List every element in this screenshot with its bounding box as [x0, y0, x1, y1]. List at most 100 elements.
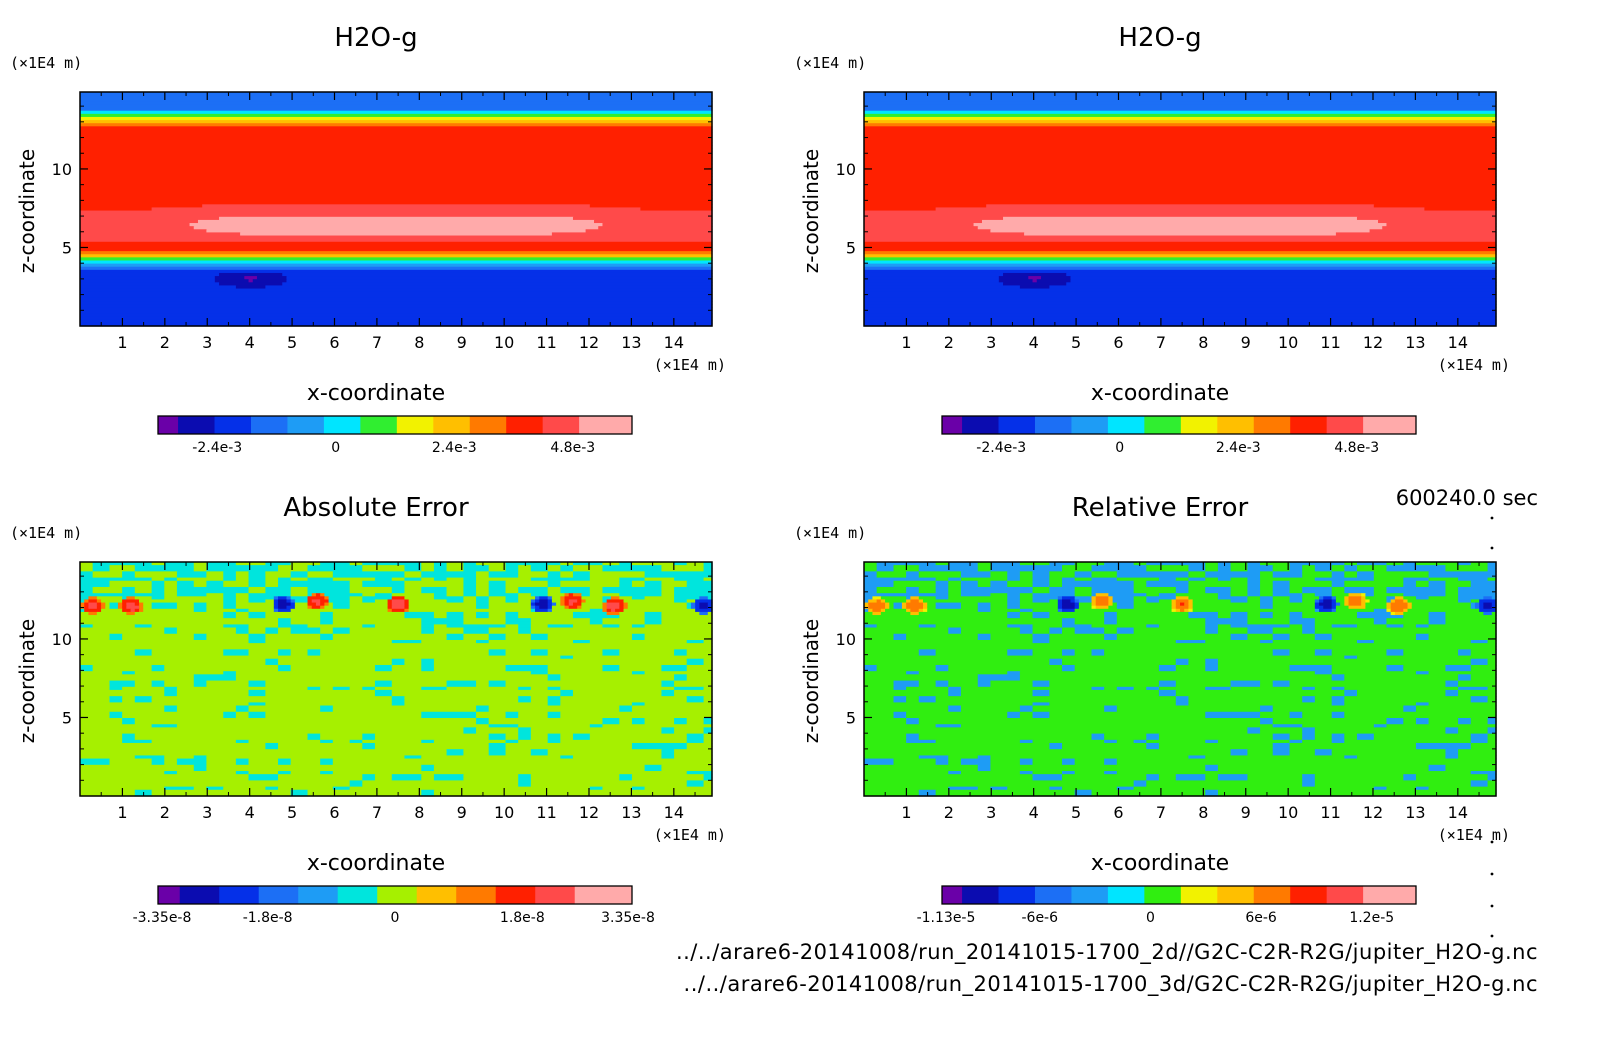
- heatmap-cell: [1057, 596, 1063, 601]
- heatmap-cell: [122, 714, 224, 719]
- x-tick-label: 8: [414, 803, 424, 822]
- heatmap-cell: [623, 605, 629, 610]
- heatmap-cell: [206, 565, 279, 569]
- heatmap-cell: [404, 702, 549, 707]
- heatmap-cell: [935, 562, 949, 566]
- heatmap-cells: [80, 92, 713, 327]
- colorbar-segment: [535, 886, 576, 904]
- heatmap-cell: [1049, 711, 1206, 716]
- heatmap-cell: [977, 226, 1383, 230]
- heatmap-cell: [572, 689, 663, 694]
- heatmap-cell: [674, 693, 713, 697]
- heatmap-cell: [1302, 783, 1316, 788]
- heatmap-cell: [433, 593, 448, 597]
- heatmap-cell: [391, 664, 422, 669]
- heatmap-cell: [476, 596, 490, 601]
- heatmap-cell: [80, 163, 713, 168]
- colorbar-segment: [287, 416, 325, 434]
- heatmap-cell: [446, 683, 477, 688]
- heatmap-cell: [1314, 736, 1333, 741]
- heatmap-cell: [294, 602, 309, 607]
- heatmap-cell: [235, 671, 532, 675]
- heatmap-cell: [223, 577, 237, 582]
- heatmap-cell: [589, 586, 604, 591]
- heatmap-cell: [1470, 739, 1489, 744]
- heatmap-cell: [332, 708, 477, 713]
- heatmap-cell: [463, 586, 477, 591]
- colorbar: -1.13e-5 -6e-6 0 6e-6 1.2e-5: [917, 885, 1417, 926]
- heatmap-cell: [463, 730, 477, 735]
- heatmap-cell: [518, 596, 536, 601]
- heatmap-cell: [421, 767, 435, 772]
- heatmap-cell: [1289, 583, 1333, 588]
- heatmap-cell: [362, 686, 376, 691]
- heatmap-cell: [374, 746, 490, 750]
- colorbar-tick-label: 0: [1146, 910, 1155, 926]
- heatmap-cell: [1133, 602, 1173, 607]
- heatmap-cell: [84, 605, 90, 610]
- heatmap-cell: [589, 733, 688, 738]
- heatmap-cell: [1487, 577, 1497, 582]
- heatmap-cell: [80, 204, 203, 209]
- heatmap-cell: [88, 602, 98, 607]
- heatmap-cell: [893, 583, 937, 588]
- heatmap-cell: [235, 711, 250, 716]
- heatmap-cell: [80, 92, 713, 96]
- heatmap-cell: [686, 780, 705, 785]
- heatmap-cell: [265, 590, 292, 594]
- heatmap-cell: [686, 699, 705, 703]
- heatmap-cell: [1260, 714, 1291, 719]
- heatmap-cell: [960, 771, 1021, 775]
- heatmap-cell: [1247, 727, 1261, 732]
- margin-dot: [1490, 934, 1494, 938]
- heatmap-cell: [530, 699, 549, 703]
- heatmap-cell: [265, 658, 279, 663]
- heatmap-cell: [1458, 586, 1497, 591]
- heatmap-cell: [686, 736, 705, 741]
- colorbar-segment: [469, 416, 507, 434]
- heatmap-cell: [80, 244, 713, 249]
- heatmap-cell: [320, 630, 334, 635]
- heatmap-cell: [88, 596, 98, 601]
- heatmap-cell: [1260, 718, 1274, 722]
- heatmap-cell: [80, 677, 195, 682]
- heatmap-cell: [1133, 580, 1147, 585]
- heatmap-cell: [206, 755, 406, 760]
- heatmap-cell: [488, 705, 620, 710]
- heatmap-cell: [433, 767, 646, 772]
- heatmap-cell: [80, 721, 123, 725]
- heatmap-cell: [560, 689, 574, 694]
- y-unit-label: (×1E4 m): [794, 524, 866, 542]
- heatmap-cell: [547, 580, 561, 585]
- heatmap-cell: [1074, 771, 1105, 775]
- x-tick-label: 2: [944, 333, 954, 352]
- y-tick-label: 5: [62, 708, 72, 727]
- heatmap-cell: [433, 792, 713, 797]
- x-tick-label: 1: [117, 333, 127, 352]
- heatmap-cell: [206, 229, 587, 233]
- x-tick-label: 13: [621, 803, 641, 822]
- heatmap-cell: [151, 586, 165, 591]
- heatmap-cell: [1032, 640, 1050, 644]
- heatmap-cell: [1158, 664, 1177, 669]
- heatmap-cell: [1479, 608, 1497, 613]
- heatmap-cell: [290, 571, 309, 576]
- heatmap-cell: [488, 571, 519, 576]
- heatmap-cell: [564, 599, 570, 604]
- x-tick-label: 3: [986, 803, 996, 822]
- heatmap-cell: [547, 711, 561, 716]
- heatmap-cell: [505, 590, 519, 594]
- heatmap-cell: [80, 272, 220, 277]
- heatmap-cell: [1247, 577, 1261, 582]
- heatmap-cell: [631, 636, 646, 641]
- heatmap-cell: [1091, 652, 1105, 657]
- heatmap-cell: [223, 652, 250, 657]
- heatmap-cell: [1260, 605, 1274, 610]
- heatmap-cell: [1205, 658, 1219, 663]
- heatmap-cell: [1070, 599, 1076, 604]
- colorbar-segment: [158, 886, 181, 904]
- heatmap-cell: [1272, 615, 1291, 619]
- heatmap-cell: [265, 742, 279, 747]
- heatmap-cell: [1217, 668, 1291, 672]
- heatmap-cell: [1331, 714, 1345, 719]
